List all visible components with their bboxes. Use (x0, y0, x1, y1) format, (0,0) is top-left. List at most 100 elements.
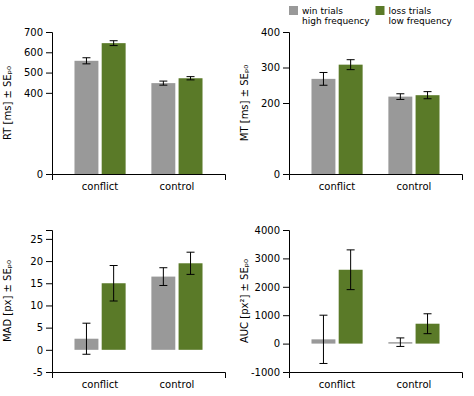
y-tick-mark (283, 287, 289, 288)
x-tick-label: conflict (319, 181, 356, 192)
y-tick-mark (46, 32, 52, 33)
x-tick: conflict (319, 379, 356, 390)
x-tick-label: conflict (319, 379, 356, 390)
y-tick: 700 (24, 27, 52, 38)
y-tick: 0 (274, 338, 289, 349)
y-tick-label: 15 (30, 278, 43, 289)
x-axis: conflict control (53, 373, 226, 391)
x-tick-label: conflict (82, 181, 119, 192)
legend-item: win trialshigh frequency (289, 6, 370, 26)
plot-marks (311, 250, 439, 364)
y-tick-mark (46, 174, 52, 175)
y-tick-mark (283, 372, 289, 373)
x-tick-label: control (397, 181, 432, 192)
error-bar (110, 266, 118, 302)
error-bar (319, 72, 327, 85)
y-tick-label: 700 (24, 27, 43, 38)
y-tick: -1000 (251, 367, 289, 378)
y-tick-mark (46, 305, 52, 306)
bar (151, 277, 175, 350)
y-tick-mark (46, 93, 52, 94)
y-tick: 5 (37, 322, 52, 333)
y-tick-label: 400 (24, 88, 43, 99)
legend: win trialshigh frequencyloss trialslow f… (289, 6, 453, 26)
bar (179, 78, 203, 174)
y-tick-label: 0 (37, 169, 43, 180)
y-tick-mark (46, 73, 52, 74)
series (339, 250, 440, 344)
error-bar (159, 268, 167, 286)
x-tick: conflict (82, 181, 119, 192)
x-tick: control (160, 181, 195, 192)
y-tick: 500 (24, 67, 52, 78)
x-axis-line (53, 175, 226, 181)
y-tick-label: 600 (24, 47, 43, 58)
y-tick-label: 10 (30, 300, 43, 311)
series (74, 268, 175, 355)
y-tick-label: 5 (37, 322, 43, 333)
y-axis: 0200300400 (261, 27, 290, 180)
legend-swatch (376, 6, 385, 15)
figure: 0400500600700conflictcontrolRT [ms] ± SE… (0, 0, 474, 396)
y-tick-mark (283, 32, 289, 33)
plot-marks (74, 252, 202, 354)
y-tick-mark (283, 174, 289, 175)
y-tick: 0 (274, 169, 289, 180)
y-tick: 20 (30, 256, 52, 267)
x-axis: conflict control (53, 175, 226, 193)
bar (102, 43, 126, 174)
y-axis: -50510152025 (30, 231, 52, 378)
y-tick: 200 (261, 98, 289, 109)
y-axis-title: MAD [px] ± SEₚ₀ (2, 260, 13, 342)
series (339, 60, 440, 174)
y-tick-mark (283, 258, 289, 259)
y-tick-mark (283, 315, 289, 316)
y-axis-title: RT [ms] ± SEₚ₀ (2, 66, 13, 140)
plot-marks (311, 60, 439, 174)
y-axis: 0 400 500 600 700 (24, 27, 53, 180)
y-tick-label: 3000 (255, 253, 280, 264)
y-tick: 1000 (255, 310, 289, 321)
x-tick-label: control (160, 181, 195, 192)
y-tick: 600 (24, 47, 52, 58)
y-tick-label: 4000 (255, 225, 280, 236)
x-tick-label: control (160, 379, 195, 390)
y-tick-mark (46, 239, 52, 240)
error-bar (319, 315, 327, 363)
y-axis-line (283, 33, 290, 175)
panel: 0 400 500 600 700 conflict control RT [ms] ± SE… (2, 27, 226, 192)
bar (311, 79, 335, 174)
y-tick-mark (46, 261, 52, 262)
y-axis-title: AUC [px²] ± SEₚ₀ (239, 259, 250, 343)
error-bar (187, 252, 195, 274)
y-tick: -5 (33, 367, 52, 378)
bar (151, 83, 175, 174)
x-tick: control (397, 181, 432, 192)
y-tick-label: 2000 (255, 282, 280, 293)
y-tick-mark (46, 350, 52, 351)
y-tick-label: 300 (261, 62, 280, 73)
error-bar (424, 92, 432, 99)
y-tick: 15 (30, 278, 52, 289)
y-tick-label: -1000 (251, 367, 280, 378)
error-bar (347, 60, 355, 70)
y-tick-label: 0 (37, 345, 43, 356)
y-axis-title: MT [ms] ± SEₚ₀ (239, 65, 250, 141)
x-tick: control (397, 379, 432, 390)
y-tick-label: 500 (24, 67, 43, 78)
y-tick-mark (283, 103, 289, 104)
y-axis: -1000 0 1000 2000 3000 4000 (251, 225, 290, 378)
error-bar (187, 77, 195, 80)
y-tick: 2000 (255, 282, 289, 293)
bar (416, 95, 440, 174)
x-tick-label: conflict (82, 379, 119, 390)
error-bar (396, 94, 404, 100)
x-axis: conflict control (290, 373, 463, 391)
y-tick: 4000 (255, 225, 289, 236)
x-axis-line (290, 175, 463, 181)
x-tick-label: control (397, 379, 432, 390)
error-bar (159, 81, 167, 85)
bar (74, 61, 98, 174)
y-tick-mark (283, 230, 289, 231)
y-tick-label: -5 (33, 367, 43, 378)
